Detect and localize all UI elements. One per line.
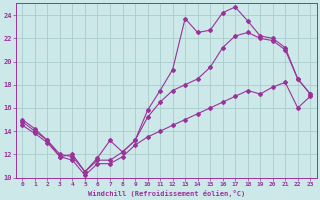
X-axis label: Windchill (Refroidissement éolien,°C): Windchill (Refroidissement éolien,°C)	[88, 190, 245, 197]
